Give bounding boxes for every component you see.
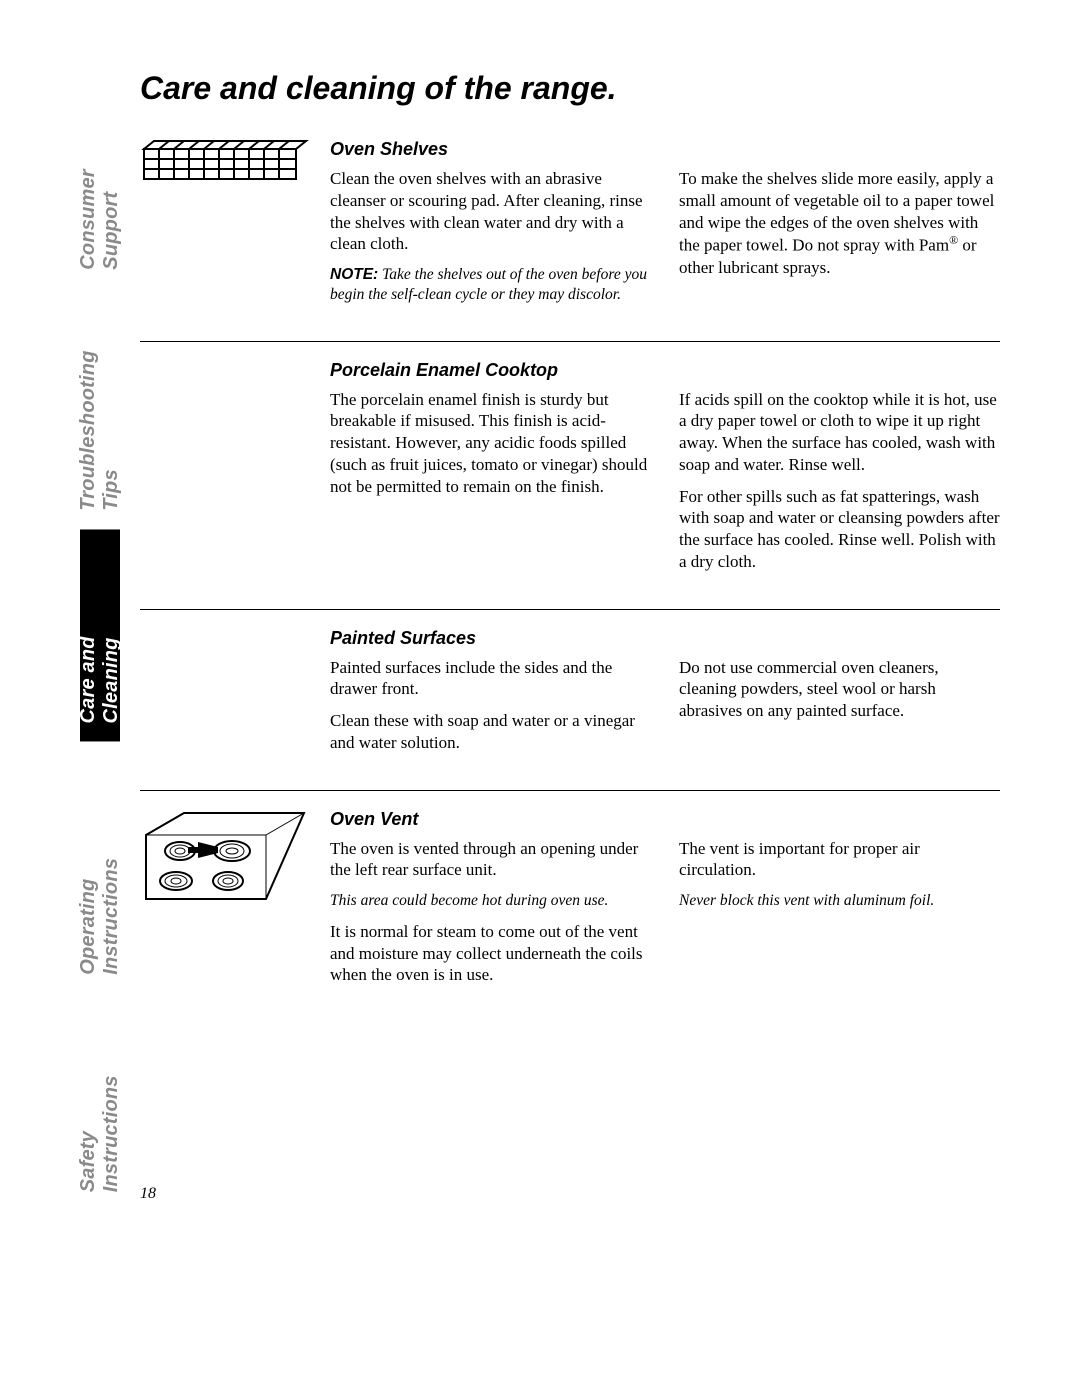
section-porcelain-cooktop: Porcelain Enamel Cooktop The porcelain e…: [140, 341, 1000, 609]
cooktop-vent-icon: [140, 809, 310, 909]
oven-vent-text-2: It is normal for steam to come out of th…: [330, 921, 651, 986]
oven-shelves-col-2: . To make the shelves slide more easily,…: [679, 139, 1000, 315]
oven-shelves-text-2: To make the shelves slide more easily, a…: [679, 168, 1000, 278]
tab-care-and-cleaning: Care and Cleaning: [80, 529, 120, 741]
tab-troubleshooting-tips: Troubleshooting Tips: [80, 288, 120, 529]
painted-illustration-empty: [140, 628, 330, 764]
tab-operating-instructions: Operating Instructions: [80, 741, 120, 993]
oven-shelves-heading: Oven Shelves: [330, 139, 651, 160]
oven-vent-col-1: Oven Vent The oven is vented through an …: [330, 809, 651, 997]
oven-vent-illustration: [140, 809, 330, 997]
tab-safety-instructions: Safety Instructions: [80, 993, 120, 1210]
oven-vent-columns: Oven Vent The oven is vented through an …: [330, 809, 1000, 997]
oven-shelves-note: NOTE: Take the shelves out of the oven b…: [330, 265, 651, 305]
oven-vent-text-3: The vent is important for proper air cir…: [679, 838, 1000, 882]
oven-shelves-col-1: Oven Shelves Clean the oven shelves with…: [330, 139, 651, 315]
oven-shelf-icon: [140, 139, 310, 187]
oven-shelves-columns: Oven Shelves Clean the oven shelves with…: [330, 139, 1000, 315]
porcelain-text-3: For other spills such as fat spatterings…: [679, 486, 1000, 573]
note-body: Take the shelves out of the oven before …: [330, 266, 647, 303]
painted-text-2: Clean these with soap and water or a vin…: [330, 710, 651, 754]
porcelain-col-1: Porcelain Enamel Cooktop The porcelain e…: [330, 360, 651, 583]
note-lead: NOTE:: [330, 266, 378, 283]
page-number: 18: [140, 1185, 156, 1203]
porcelain-col-2: . If acids spill on the cooktop while it…: [679, 360, 1000, 583]
painted-col-2: . Do not use commercial oven cleaners, c…: [679, 628, 1000, 764]
oven-vent-heading: Oven Vent: [330, 809, 651, 830]
painted-col-1: Painted Surfaces Painted surfaces includ…: [330, 628, 651, 764]
section-painted-surfaces: Painted Surfaces Painted surfaces includ…: [140, 609, 1000, 790]
oven-vent-text-1: The oven is vented through an opening un…: [330, 838, 651, 882]
painted-text-3: Do not use commercial oven cleaners, cle…: [679, 657, 1000, 722]
registered-mark: ®: [949, 233, 958, 247]
tab-consumer-support: Consumer Support: [80, 70, 120, 288]
oven-vent-ital-2: Never block this vent with aluminum foil…: [679, 891, 1000, 911]
page-title: Care and cleaning of the range.: [140, 70, 1000, 107]
porcelain-text-2: If acids spill on the cooktop while it i…: [679, 389, 1000, 476]
painted-text-1: Painted surfaces include the sides and t…: [330, 657, 651, 701]
painted-columns: Painted Surfaces Painted surfaces includ…: [330, 628, 1000, 764]
section-oven-vent: Oven Vent The oven is vented through an …: [140, 790, 1000, 1023]
oven-shelves-text-1: Clean the oven shelves with an abrasive …: [330, 168, 651, 255]
content-area: Care and cleaning of the range.: [140, 70, 1000, 1022]
porcelain-heading: Porcelain Enamel Cooktop: [330, 360, 651, 381]
oven-vent-col-2: . The vent is important for proper air c…: [679, 809, 1000, 997]
porcelain-illustration-empty: [140, 360, 330, 583]
side-tabs: Safety Instructions Operating Instructio…: [80, 70, 120, 1210]
oven-shelf-illustration: [140, 139, 330, 315]
porcelain-text-1: The porcelain enamel finish is sturdy bu…: [330, 389, 651, 498]
porcelain-columns: Porcelain Enamel Cooktop The porcelain e…: [330, 360, 1000, 583]
oven-shelves-text-2-pre: To make the shelves slide more easily, a…: [679, 169, 994, 255]
section-oven-shelves: Oven Shelves Clean the oven shelves with…: [140, 139, 1000, 341]
oven-vent-ital-1: This area could become hot during oven u…: [330, 891, 651, 911]
painted-heading: Painted Surfaces: [330, 628, 651, 649]
